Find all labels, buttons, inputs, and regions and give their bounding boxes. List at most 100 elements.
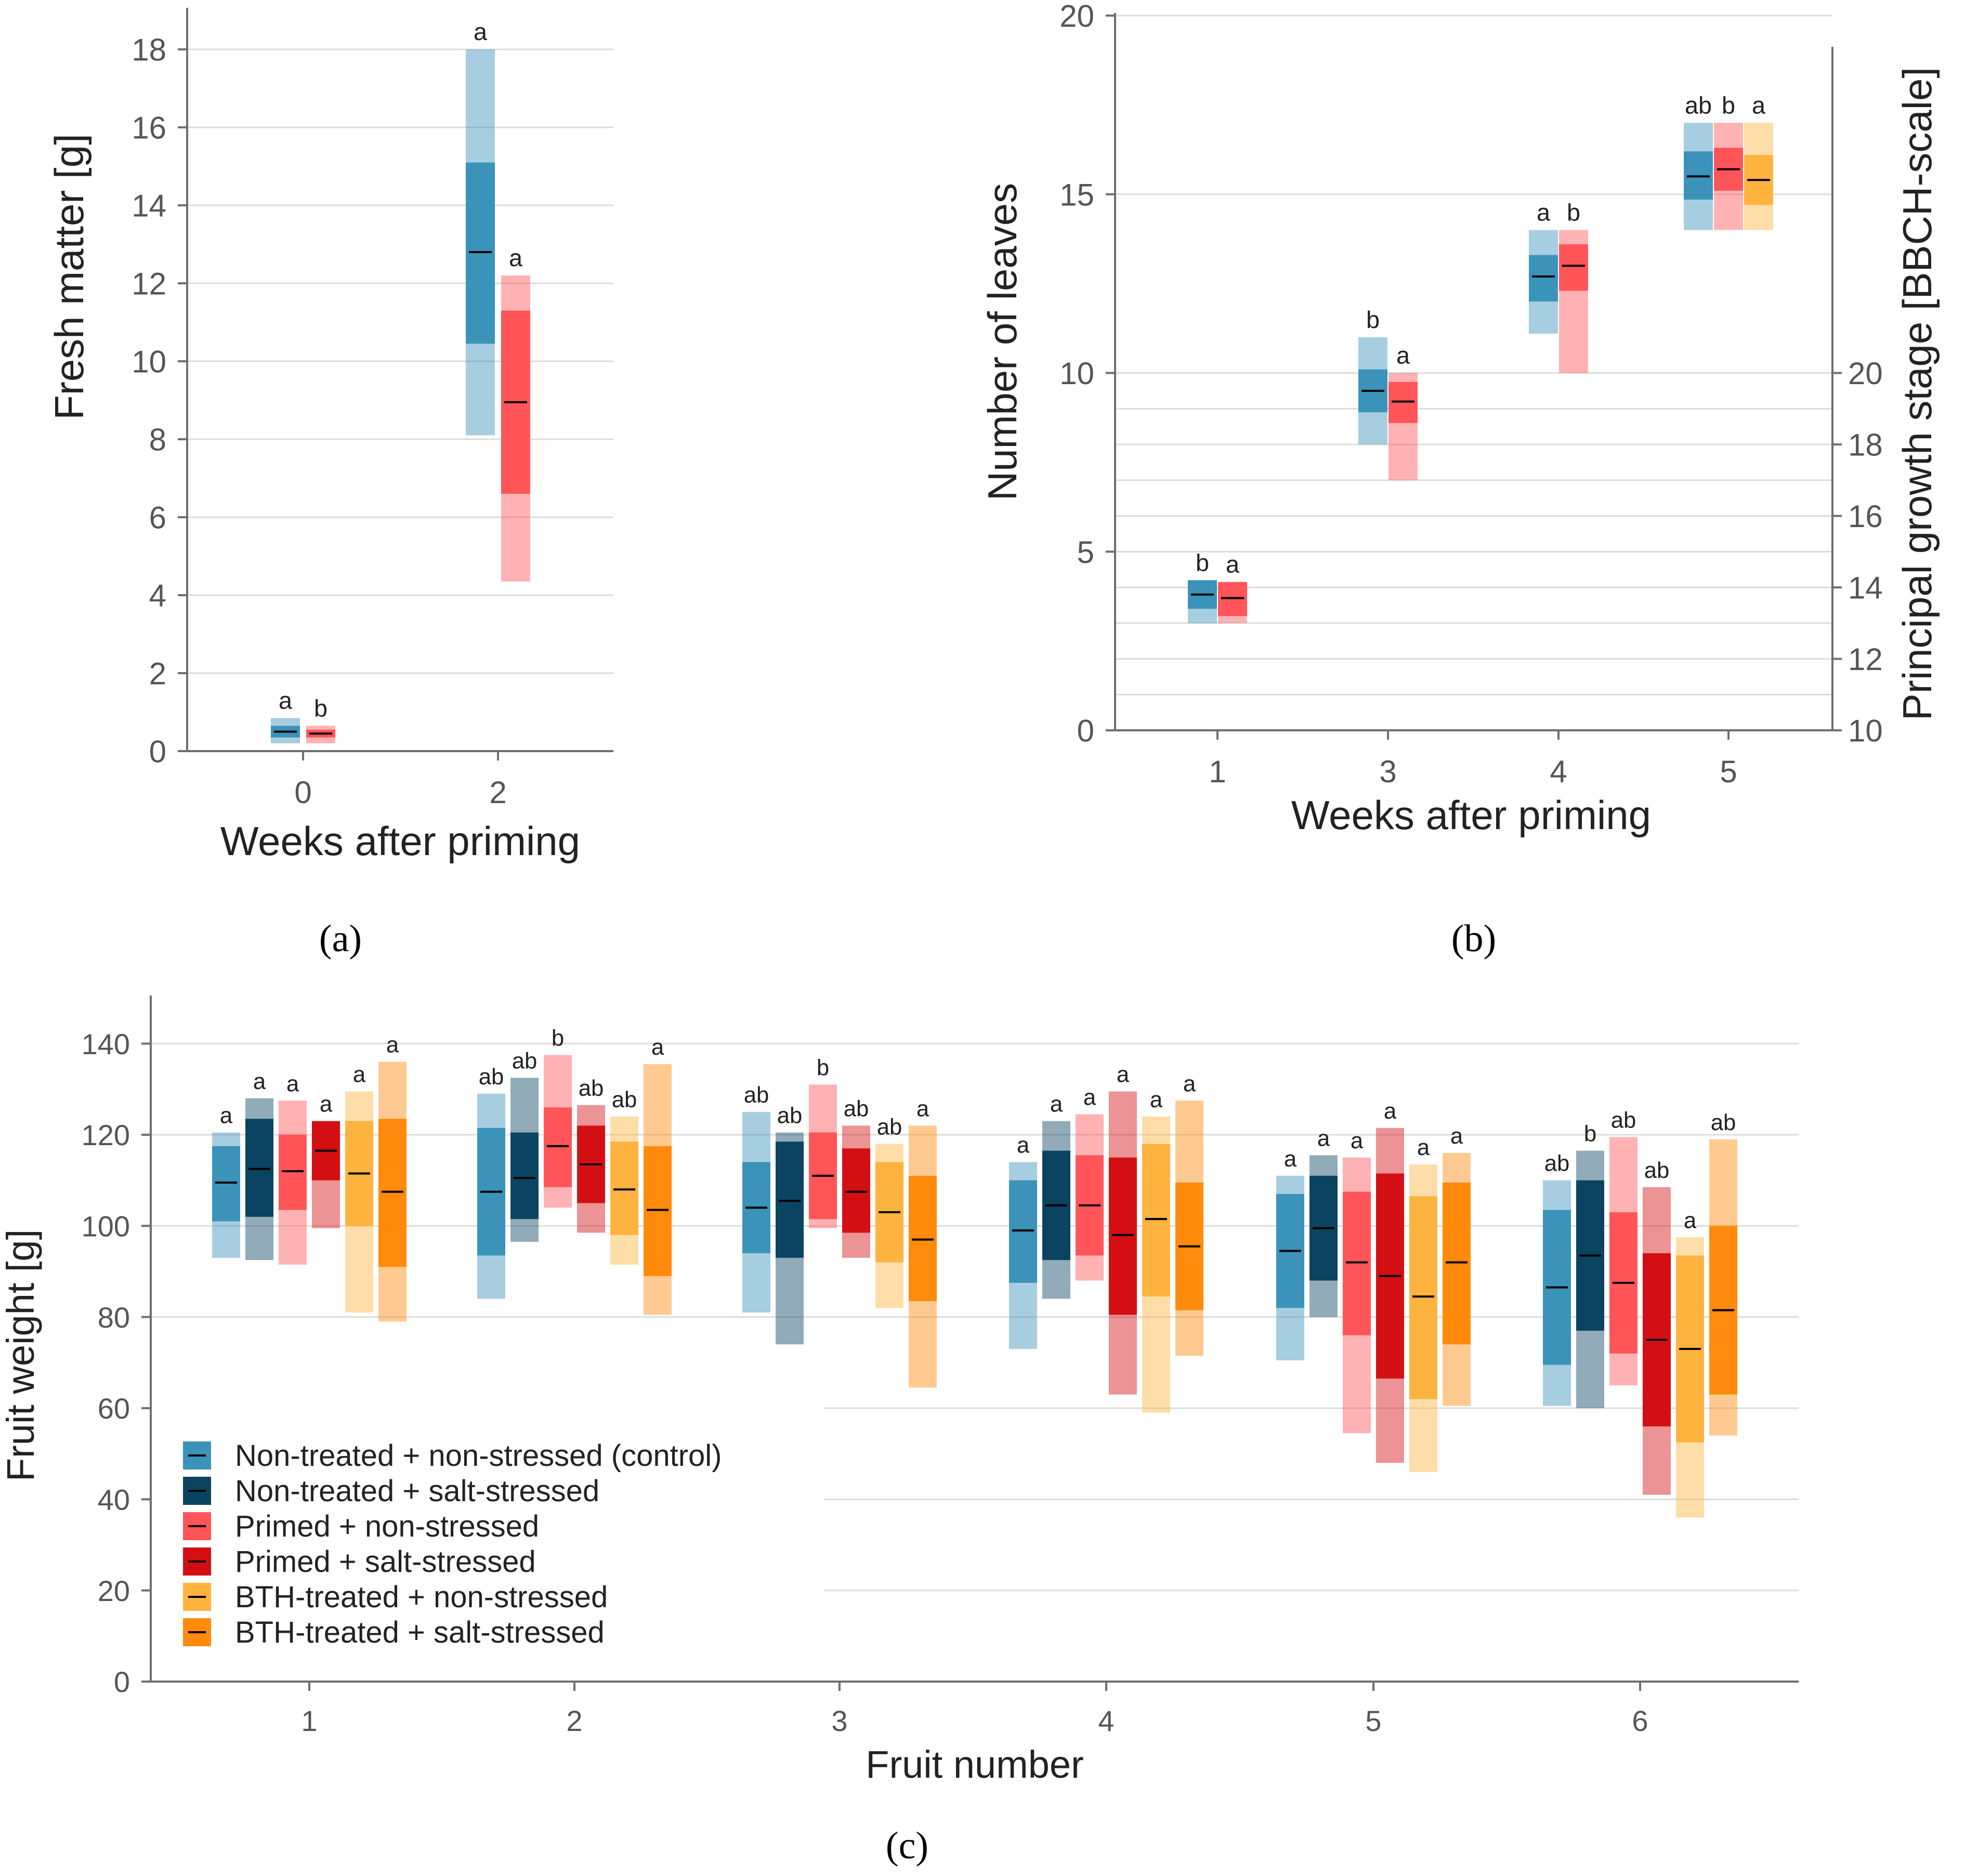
y-right-tick-label: 20 — [1848, 356, 1883, 391]
x-tick-label: 1 — [301, 1704, 317, 1737]
y-tick-label: 18 — [132, 33, 166, 68]
y-right-tick-label: 10 — [1848, 714, 1883, 749]
legend-label: Non-treated + salt-stressed — [235, 1474, 599, 1508]
significance-letter: a — [1684, 1208, 1697, 1233]
significance-letter: a — [1226, 551, 1240, 578]
y-tick-label: 0 — [1077, 714, 1094, 749]
y-tick-label: 40 — [98, 1483, 130, 1516]
significance-letter: ab — [512, 1048, 538, 1073]
x-tick-label: 5 — [1720, 754, 1737, 789]
legend: Non-treated + non-stressed (control)Non-… — [183, 1439, 722, 1649]
significance-letter: a — [1752, 91, 1766, 119]
y-tick-label: 8 — [149, 423, 166, 457]
significance-letter: b — [552, 1026, 564, 1051]
significance-letter: b — [817, 1055, 829, 1081]
y-right-tick-label: 12 — [1848, 642, 1883, 677]
x-tick-label: 3 — [831, 1704, 847, 1737]
significance-letter: a — [253, 1069, 266, 1094]
y-tick-label: 10 — [1059, 356, 1094, 391]
iqr-box-rect — [1529, 255, 1558, 301]
y-right-tick-label: 16 — [1848, 499, 1883, 534]
significance-letter: ab — [1711, 1110, 1736, 1135]
significance-letter: ab — [612, 1087, 637, 1112]
significance-letter: ab — [777, 1103, 803, 1129]
significance-letter: a — [1117, 1062, 1130, 1087]
significance-letter: ab — [579, 1075, 604, 1101]
iqr-box-rect — [510, 1132, 539, 1219]
y-tick-label: 80 — [98, 1301, 130, 1334]
y-tick-label: 20 — [1059, 0, 1094, 34]
iqr-box-rect — [1142, 1144, 1170, 1297]
y-tick-label: 60 — [98, 1392, 130, 1425]
x-tick-label: 5 — [1365, 1704, 1381, 1737]
iqr-box-rect — [245, 1119, 273, 1217]
y-axis-right-title: Principal growth stage [BBCH-scale] — [1894, 67, 1940, 720]
x-tick-label: 3 — [1379, 754, 1396, 789]
panel-label-a: (a) — [319, 917, 362, 960]
significance-letter: a — [353, 1062, 366, 1087]
significance-letter: ab — [479, 1064, 504, 1090]
y-right-tick-label: 14 — [1848, 571, 1883, 606]
significance-letter: a — [1017, 1133, 1030, 1158]
significance-letter: a — [916, 1096, 929, 1121]
y-tick-label: 0 — [114, 1665, 130, 1698]
y-tick-label: 4 — [149, 579, 166, 613]
x-tick-label: 4 — [1098, 1704, 1114, 1737]
iqr-box-rect — [776, 1142, 804, 1258]
significance-letter: b — [1567, 199, 1580, 226]
significance-letter: ab — [1685, 91, 1712, 119]
x-axis-title: Fruit number — [866, 1743, 1083, 1786]
significance-letter: a — [651, 1034, 664, 1060]
y-tick-label: 15 — [1059, 177, 1094, 212]
significance-letter: ab — [844, 1096, 869, 1121]
significance-letter: ab — [877, 1114, 902, 1140]
significance-letter: a — [279, 687, 293, 714]
y-right-tick-label: 18 — [1848, 428, 1883, 463]
legend-label: Primed + salt-stressed — [235, 1545, 536, 1579]
significance-letter: a — [1396, 342, 1410, 369]
significance-letter: a — [1083, 1085, 1096, 1110]
iqr-box-rect — [1443, 1183, 1471, 1345]
iqr-box-rect — [212, 1146, 240, 1222]
significance-letter: a — [386, 1032, 399, 1058]
panel-a-chart: 0 2 4 6 8 10 12 14 16 18 0 2 Weeks after priming Fres… — [46, 8, 613, 864]
iqr-box-rect — [644, 1146, 672, 1276]
significance-letter: a — [1384, 1098, 1397, 1124]
significance-letter: b — [1722, 91, 1735, 119]
legend-label: Non-treated + non-stressed (control) — [235, 1439, 722, 1473]
legend-label: Primed + non-stressed — [235, 1510, 539, 1543]
x-axis-title: Weeks after priming — [1291, 792, 1651, 838]
significance-letter: b — [1196, 549, 1209, 576]
x-tick-label: 2 — [566, 1704, 582, 1737]
x-tick-label: 1 — [1209, 754, 1226, 789]
significance-letter: ab — [1644, 1158, 1670, 1183]
significance-letter: a — [1150, 1087, 1163, 1112]
panel-label-c: (c) — [886, 1825, 928, 1867]
legend-label: BTH-treated + salt-stressed — [235, 1616, 605, 1649]
y-tick-label: 12 — [132, 267, 166, 301]
panel-label-b: (b) — [1451, 917, 1496, 960]
y-tick-label: 14 — [132, 189, 166, 224]
significance-letter: a — [509, 244, 523, 271]
y-tick-label: 10 — [132, 345, 166, 379]
panel-c-chart: 0 20 40 60 80 100 120 140 1 2 3 4 5 6 Fruit number Frui… — [0, 995, 1799, 1786]
x-tick-label: 6 — [1632, 1704, 1648, 1737]
y-tick-label: 5 — [1077, 535, 1094, 570]
y-tick-label: 20 — [98, 1575, 130, 1607]
y-axis-title: Number of leaves — [979, 183, 1025, 501]
iqr-box-rect — [842, 1148, 870, 1233]
x-axis-title: Weeks after priming — [220, 818, 580, 864]
y-axis-title: Fresh matter [g] — [46, 134, 92, 420]
x-tick-label: 2 — [489, 775, 506, 810]
significance-letter: ab — [1611, 1107, 1636, 1133]
iqr-box-rect — [1343, 1191, 1371, 1335]
x-tick-label: 0 — [294, 775, 311, 810]
y-tick-label: 16 — [132, 111, 166, 146]
significance-letter: a — [1284, 1146, 1297, 1172]
significance-letter: b — [1584, 1121, 1596, 1147]
significance-letter: a — [286, 1071, 299, 1096]
y-tick-label: 140 — [82, 1028, 130, 1060]
iqr-box-rect — [544, 1107, 572, 1187]
